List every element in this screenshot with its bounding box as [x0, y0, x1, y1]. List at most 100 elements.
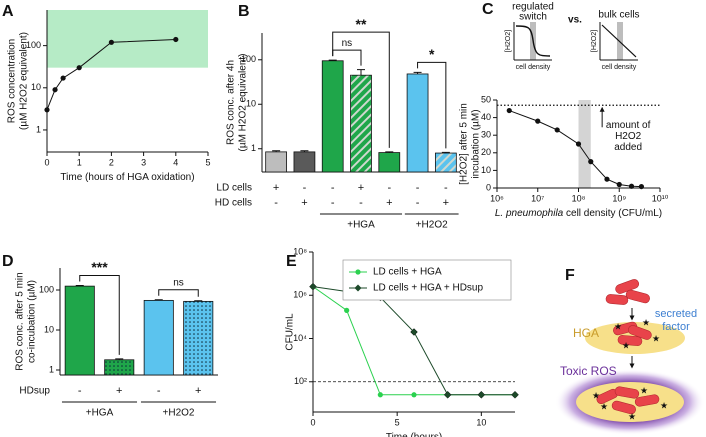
- x-tick-label: 2: [109, 157, 114, 167]
- inset-title: regulated: [512, 2, 554, 13]
- y-axis-label: CFU/mL: [285, 313, 296, 351]
- legend-box: [342, 259, 512, 301]
- svg-text:★: ★: [592, 390, 600, 400]
- group-label: +H2O2: [416, 220, 448, 231]
- inset-x-label: cell density: [602, 64, 637, 71]
- bar: [434, 152, 457, 173]
- point: [554, 127, 560, 133]
- band: [578, 100, 591, 188]
- significance-bracket: [158, 289, 199, 297]
- y-tick-label: 20: [481, 147, 491, 157]
- svg-text:★: ★: [642, 317, 650, 327]
- significance-label: ns: [173, 277, 184, 288]
- x-axis-label-text: Time (hours of HGA oxidation): [60, 172, 194, 183]
- significance-label: ns: [342, 38, 353, 49]
- point: [410, 328, 418, 336]
- y-axis-label: co-incubation (µM): [27, 280, 38, 363]
- bar: [293, 151, 316, 173]
- error-bar: [413, 71, 422, 74]
- row-sign: -: [416, 182, 420, 194]
- inset-x-label: cell density: [516, 64, 551, 71]
- error-bar: [357, 69, 365, 76]
- row-sign: -: [303, 182, 307, 194]
- y-tick-label: 10⁶: [293, 290, 307, 300]
- band: [47, 10, 208, 68]
- reference-label: amount of: [606, 120, 651, 131]
- point: [535, 118, 541, 124]
- inset-y-label: [H2O2]: [591, 30, 598, 52]
- point: [344, 307, 350, 313]
- y-tick-label: 10: [44, 324, 54, 334]
- point: [511, 390, 519, 399]
- error-bar: [300, 150, 309, 152]
- bar: [104, 359, 135, 376]
- point: [377, 392, 383, 398]
- factor-label: secreted: [655, 308, 697, 320]
- bar: [265, 151, 288, 173]
- y-tick-label: 10⁸: [293, 246, 307, 256]
- svg-text:★: ★: [652, 333, 660, 343]
- y-axis-label: incubation (µM): [471, 109, 482, 178]
- row-sign: +: [273, 182, 279, 194]
- bacteria-cluster: [596, 386, 660, 415]
- y-tick-label: 1: [49, 364, 54, 374]
- x-axis-label: L. pneumophila cell density (CFU/mL): [495, 208, 662, 219]
- row-label: LD cells: [216, 183, 252, 194]
- row-sign: -: [359, 197, 363, 209]
- significance-bracket: [332, 31, 390, 148]
- y-axis-label: ROS conc. after 5 min: [15, 272, 26, 370]
- panel-label: F: [565, 267, 575, 284]
- point: [506, 107, 512, 114]
- hga-label: HGA: [573, 326, 599, 340]
- y-tick-label: 10: [31, 82, 41, 92]
- y-tick-label: 0: [486, 182, 491, 192]
- group-label: +HGA: [86, 408, 114, 419]
- significance-label: *: [429, 46, 435, 62]
- y-axis-label: (µM H2O2 equivalent): [19, 32, 30, 130]
- reference-label: added: [614, 142, 642, 153]
- point: [173, 36, 179, 43]
- group-label: +HGA: [347, 220, 375, 231]
- point: [52, 87, 58, 93]
- svg-text:★: ★: [628, 411, 636, 421]
- error-bar: [75, 284, 84, 287]
- panel-label: A: [2, 3, 14, 20]
- point: [588, 159, 594, 165]
- x-axis-label: Time (hours): [386, 432, 442, 437]
- row-sign: +: [443, 197, 449, 209]
- y-tick-label: 10⁴: [293, 333, 307, 343]
- x-tick-label: 0: [310, 417, 315, 427]
- error-bar: [115, 358, 124, 360]
- error-bar: [441, 151, 450, 154]
- point: [309, 282, 317, 291]
- legend-label: LD cells + HGA: [373, 267, 442, 278]
- y-tick-label: 100: [39, 284, 54, 294]
- inset-vs: vs.: [568, 15, 582, 26]
- y-tick-label: 10: [246, 99, 256, 109]
- y-axis-label: (µM H2O2 equivalent): [238, 53, 249, 151]
- x-tick-label: 10⁹: [612, 193, 626, 203]
- point: [411, 392, 417, 398]
- ros-label: Toxic ROS: [560, 364, 617, 378]
- point: [628, 183, 635, 189]
- significance-bracket: [417, 61, 447, 149]
- point: [638, 183, 645, 190]
- point: [76, 65, 82, 71]
- y-tick-label: 50: [481, 94, 491, 104]
- y-tick-label: 100: [241, 54, 256, 64]
- y-tick-label: 10²: [294, 376, 307, 386]
- x-tick-label: 0: [44, 157, 49, 167]
- y-axis-label: [H2O2] after 5 min: [459, 103, 470, 185]
- inset-left: regulated switch [H2O2] cell density: [505, 2, 554, 71]
- line: [312, 286, 515, 396]
- svg-text:★: ★: [640, 385, 648, 395]
- x-axis-label: Time (hours of HGA oxidation): [60, 172, 194, 183]
- x-tick-label: 3: [141, 157, 146, 167]
- factor-stars: ★★★★★: [592, 385, 668, 421]
- point: [616, 181, 622, 188]
- reference-label: H2O2: [615, 131, 642, 142]
- significance-label: ***: [91, 259, 108, 275]
- inset-line: [601, 24, 637, 58]
- x-tick-label: 5: [205, 157, 210, 167]
